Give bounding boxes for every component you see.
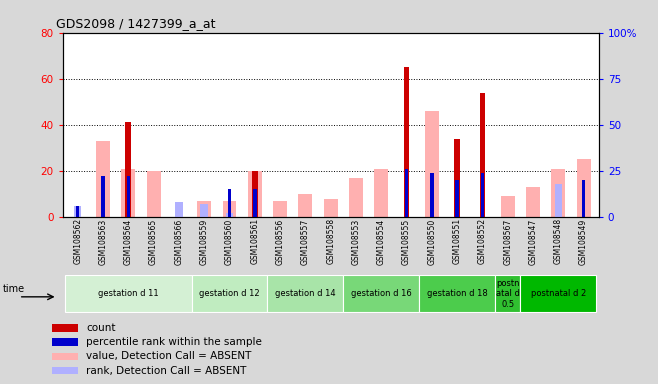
FancyBboxPatch shape [520,275,596,312]
Bar [555,184,562,217]
Bar [126,176,130,217]
Bar [74,206,82,217]
Text: gestation d 11: gestation d 11 [98,289,159,298]
Text: GDS2098 / 1427399_a_at: GDS2098 / 1427399_a_at [56,17,215,30]
Bar [582,180,586,217]
Text: count: count [86,323,116,333]
Bar [324,199,338,217]
Bar [349,178,363,217]
Bar [526,187,540,217]
FancyBboxPatch shape [191,275,267,312]
Bar [52,353,78,360]
Bar [430,173,434,217]
Bar [96,141,110,217]
Bar [480,173,484,217]
Bar [551,169,565,217]
Bar [405,169,409,217]
Bar [126,122,131,217]
FancyBboxPatch shape [343,275,419,312]
Text: postnatal d 2: postnatal d 2 [531,289,586,298]
Bar [201,204,208,217]
Text: gestation d 18: gestation d 18 [427,289,488,298]
Bar [175,202,183,217]
Bar [501,196,515,217]
Text: gestation d 12: gestation d 12 [199,289,260,298]
FancyBboxPatch shape [267,275,343,312]
Text: value, Detection Call = ABSENT: value, Detection Call = ABSENT [86,351,252,361]
Bar [252,171,257,217]
Text: rank, Detection Call = ABSENT: rank, Detection Call = ABSENT [86,366,247,376]
Bar [228,189,231,217]
Bar [425,111,439,217]
Text: gestation d 14: gestation d 14 [275,289,336,298]
Bar [273,201,287,217]
Bar [253,189,257,217]
Bar [101,176,105,217]
Bar [121,169,136,217]
FancyBboxPatch shape [419,275,495,312]
Bar [52,338,78,346]
Bar [454,139,460,217]
Text: time: time [3,284,25,294]
Bar [248,171,262,217]
Text: gestation d 16: gestation d 16 [351,289,412,298]
Bar [197,201,211,217]
Bar [480,93,485,217]
Bar [226,213,233,217]
Text: percentile rank within the sample: percentile rank within the sample [86,337,263,347]
Bar [455,180,459,217]
Bar [76,206,80,217]
Bar [147,171,161,217]
Bar [576,159,591,217]
Bar [404,67,409,217]
Bar [52,324,78,331]
Bar [298,194,313,217]
FancyBboxPatch shape [495,275,520,312]
Text: postn
atal d
0.5: postn atal d 0.5 [495,279,520,309]
Bar [52,367,78,374]
Bar [374,169,388,217]
FancyBboxPatch shape [65,275,191,312]
Bar [222,201,236,217]
